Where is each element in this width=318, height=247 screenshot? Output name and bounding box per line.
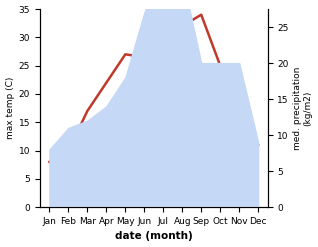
Y-axis label: med. precipitation
(kg/m2): med. precipitation (kg/m2) — [293, 66, 313, 150]
X-axis label: date (month): date (month) — [115, 231, 193, 242]
Y-axis label: max temp (C): max temp (C) — [5, 77, 15, 139]
